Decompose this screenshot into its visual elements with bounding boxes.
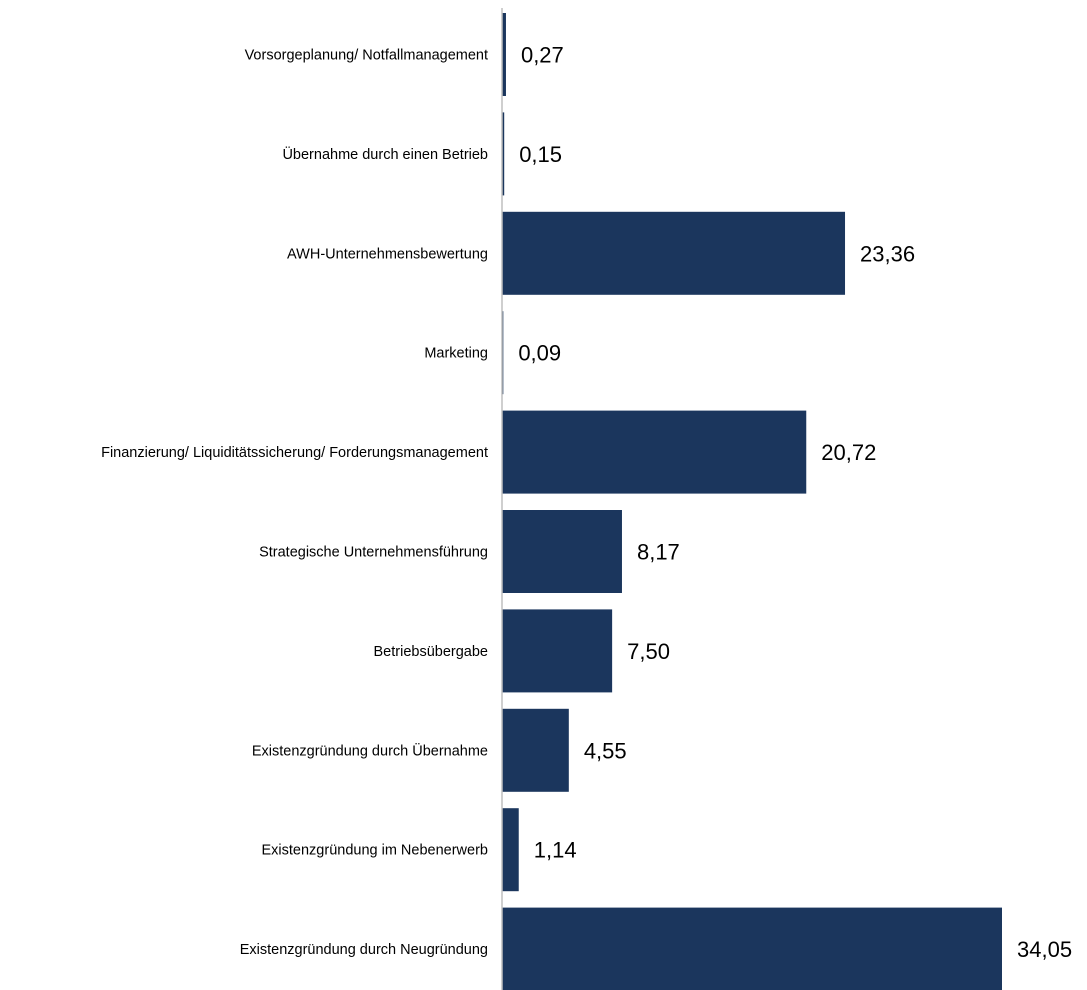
category-label-9: Existenzgründung im Nebenerwerb bbox=[262, 843, 489, 859]
category-label-7: Betriebsübergabe bbox=[374, 644, 488, 660]
bars-group bbox=[502, 13, 1002, 990]
bar-7 bbox=[502, 609, 613, 693]
value-label-6: 8,17 bbox=[637, 540, 680, 565]
category-label-10: Existenzgründung durch Neugründung bbox=[240, 942, 488, 958]
labels-group: Vorsorgeplanung/ Notfallmanagement 0,27 Üb… bbox=[101, 43, 1072, 963]
value-label-4: 0,09 bbox=[518, 341, 561, 366]
bar-8 bbox=[502, 708, 569, 792]
bar-1 bbox=[502, 13, 506, 96]
value-label-8: 4,55 bbox=[584, 738, 627, 763]
value-label-2: 0,15 bbox=[519, 142, 562, 167]
bar-10 bbox=[502, 907, 1002, 990]
category-label-1: Vorsorgeplanung/ Notfallmanagement bbox=[245, 48, 488, 64]
bar-2 bbox=[502, 112, 505, 196]
value-label-7: 7,50 bbox=[627, 639, 670, 664]
category-label-5: Finanzierung/ Liquiditätssicherung/ Ford… bbox=[101, 445, 488, 461]
value-label-5: 20,72 bbox=[821, 440, 876, 465]
bar-5 bbox=[502, 410, 807, 494]
bar-6 bbox=[502, 510, 622, 593]
category-label-6: Strategische Unternehmensführung bbox=[259, 545, 488, 561]
category-label-4: Marketing bbox=[424, 346, 488, 362]
category-label-8: Existenzgründung durch Übernahme bbox=[252, 741, 488, 759]
value-label-9: 1,14 bbox=[534, 838, 577, 863]
category-label-3: AWH-Unternehmensbewertung bbox=[287, 246, 488, 262]
value-label-10: 34,05 bbox=[1017, 937, 1072, 962]
value-label-1: 0,27 bbox=[521, 43, 564, 68]
bar-9 bbox=[502, 808, 519, 892]
value-label-3: 23,36 bbox=[860, 241, 915, 266]
bar-3 bbox=[502, 211, 846, 295]
category-label-2: Übernahme durch einen Betrieb bbox=[282, 145, 488, 163]
